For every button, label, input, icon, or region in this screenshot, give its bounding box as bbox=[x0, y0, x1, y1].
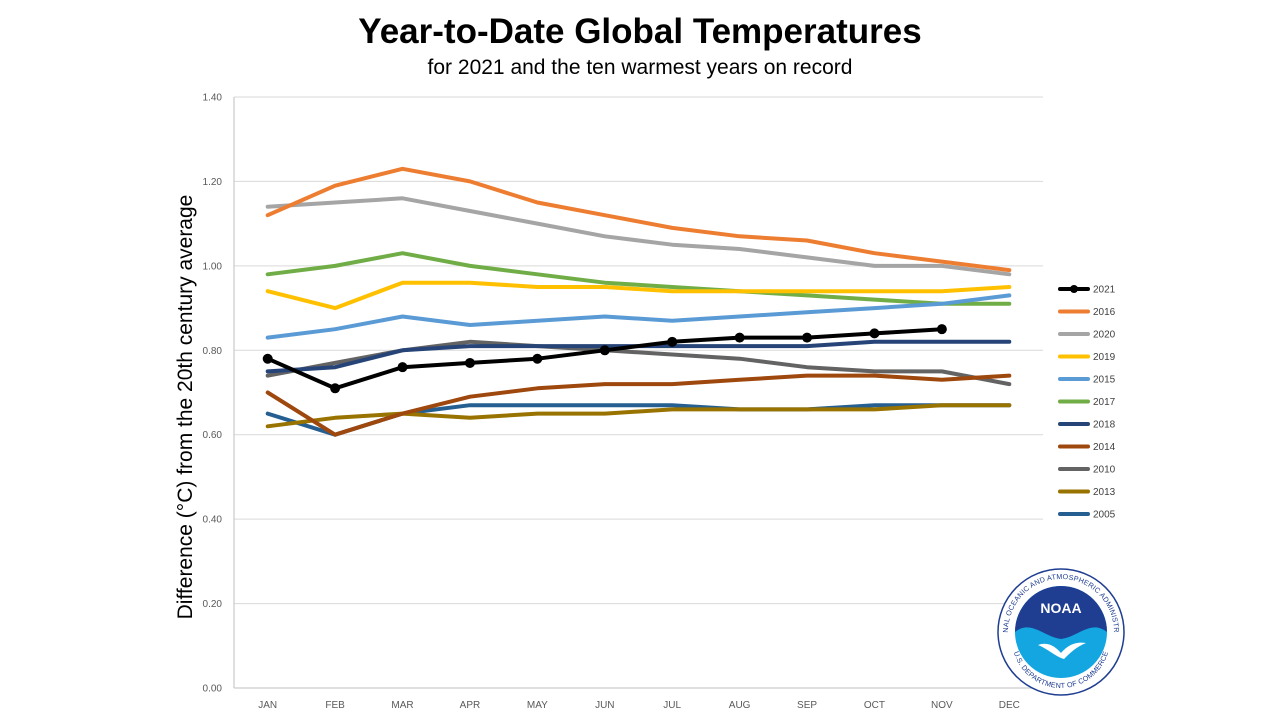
x-tick-label: MAY bbox=[527, 700, 548, 711]
data-point-2021 bbox=[330, 383, 341, 394]
x-tick-label: AUG bbox=[729, 700, 751, 711]
series-line-2014 bbox=[265, 373, 1012, 437]
y-tick-label: 1.20 bbox=[203, 177, 223, 188]
data-point-2021 bbox=[599, 345, 610, 356]
series-line-2015 bbox=[265, 293, 1012, 340]
data-point-2021 bbox=[936, 324, 947, 335]
x-tick-label: MAR bbox=[391, 700, 413, 711]
series-line-2019 bbox=[265, 280, 1012, 311]
legend-label: 2014 bbox=[1093, 442, 1116, 453]
legend-marker-2021 bbox=[1070, 285, 1078, 293]
data-point-2021 bbox=[734, 332, 745, 343]
data-point-2021 bbox=[869, 328, 880, 339]
y-tick-label: 0.00 bbox=[203, 684, 223, 695]
data-point-2021 bbox=[532, 353, 543, 364]
y-tick-label: 0.40 bbox=[203, 515, 223, 526]
y-tick-label: 0.20 bbox=[203, 599, 223, 610]
legend-label: 2020 bbox=[1093, 330, 1116, 341]
series-line-2020 bbox=[265, 196, 1012, 277]
y-tick-label: 0.80 bbox=[203, 346, 223, 357]
legend: 2021 2016 2020 2019 2015 2017 2018 2014 2010 2013… bbox=[1058, 285, 1116, 521]
data-point-2021 bbox=[802, 332, 813, 343]
series-line-2013 bbox=[265, 403, 1012, 429]
y-tick-label: 1.00 bbox=[203, 261, 223, 272]
x-tick-label: JUL bbox=[663, 700, 681, 711]
data-point-2021 bbox=[262, 353, 273, 364]
x-tick-label: JAN bbox=[258, 700, 277, 711]
x-tick-label: SEP bbox=[797, 700, 817, 711]
series-line-2017 bbox=[265, 251, 1012, 306]
legend-label: 2005 bbox=[1093, 510, 1116, 521]
legend-label: 2018 bbox=[1093, 420, 1116, 431]
legend-label: 2016 bbox=[1093, 307, 1116, 318]
legend-label: 2013 bbox=[1093, 487, 1116, 498]
chart-title: Year-to-Date Global Temperatures bbox=[358, 12, 922, 51]
gridlines bbox=[234, 96, 1043, 689]
legend-label: 2021 bbox=[1093, 285, 1116, 296]
series-line-2016 bbox=[265, 166, 1012, 273]
x-tick-label: DEC bbox=[999, 700, 1020, 711]
axes: 0.00 0.20 0.40 0.60 0.80 1.00 1.20 1.40 JAN FEB MA… bbox=[203, 93, 1020, 712]
data-point-2021 bbox=[464, 357, 475, 368]
legend-label: 2017 bbox=[1093, 397, 1116, 408]
x-tick-label: NOV bbox=[931, 700, 953, 711]
x-tick-label: OCT bbox=[864, 700, 885, 711]
chart-subtitle: for 2021 and the ten warmest years on re… bbox=[427, 56, 853, 79]
x-tick-label: APR bbox=[460, 700, 481, 711]
legend-label: 2015 bbox=[1093, 375, 1116, 386]
legend-label: 2010 bbox=[1093, 465, 1116, 476]
series-lines bbox=[262, 166, 1012, 437]
legend-label: 2019 bbox=[1093, 352, 1116, 363]
noaa-logo: NATIONAL OCEANIC AND ATMOSPHERIC ADMINIS… bbox=[996, 567, 1125, 696]
y-tick-label: 1.40 bbox=[203, 93, 223, 104]
data-point-2021 bbox=[667, 336, 678, 347]
x-tick-label: JUN bbox=[595, 700, 614, 711]
data-point-2021 bbox=[397, 362, 408, 373]
y-tick-label: 0.60 bbox=[203, 430, 223, 441]
x-tick-label: FEB bbox=[325, 700, 345, 711]
logo-center-text: NOAA bbox=[1040, 600, 1081, 616]
